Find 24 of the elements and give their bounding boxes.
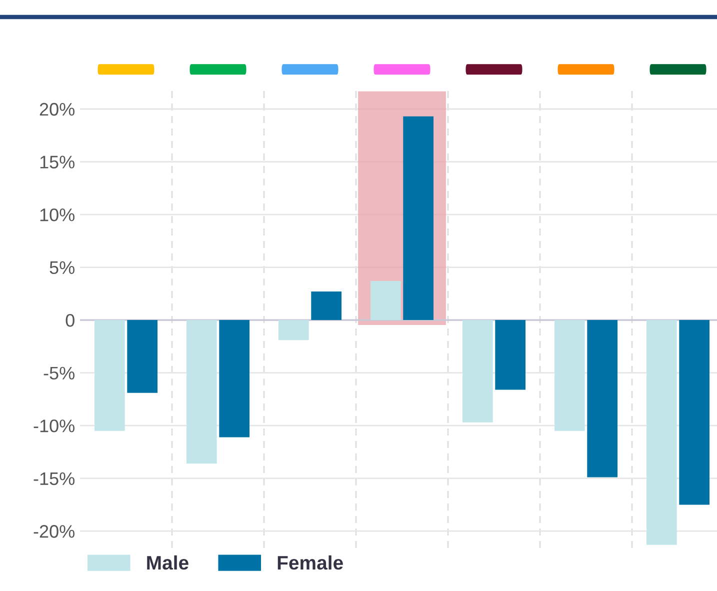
y-tick-label: -10% [34,420,74,432]
y-tick-label: 20% [40,102,74,116]
bar [311,292,342,320]
bar [219,320,250,438]
y-tick-label: -15% [34,472,74,486]
bar [679,320,710,505]
bar [186,320,217,464]
y-tick-label: 10% [40,208,74,222]
bar [94,320,125,431]
bar [370,281,401,320]
bar [462,320,493,422]
bar [587,320,618,478]
y-tick-label: -5% [44,366,74,380]
y-tick-label: -20% [34,525,74,538]
y-tick-label: 15% [40,156,74,168]
bar [646,320,677,545]
bar [278,320,309,340]
bar [495,320,526,390]
bar [127,320,158,393]
legend-label: Female [278,555,343,570]
bar [554,320,585,431]
y-tick-label: 0 [66,314,74,327]
legend-label: Male [147,555,188,570]
y-tick-label: 5% [50,261,74,274]
